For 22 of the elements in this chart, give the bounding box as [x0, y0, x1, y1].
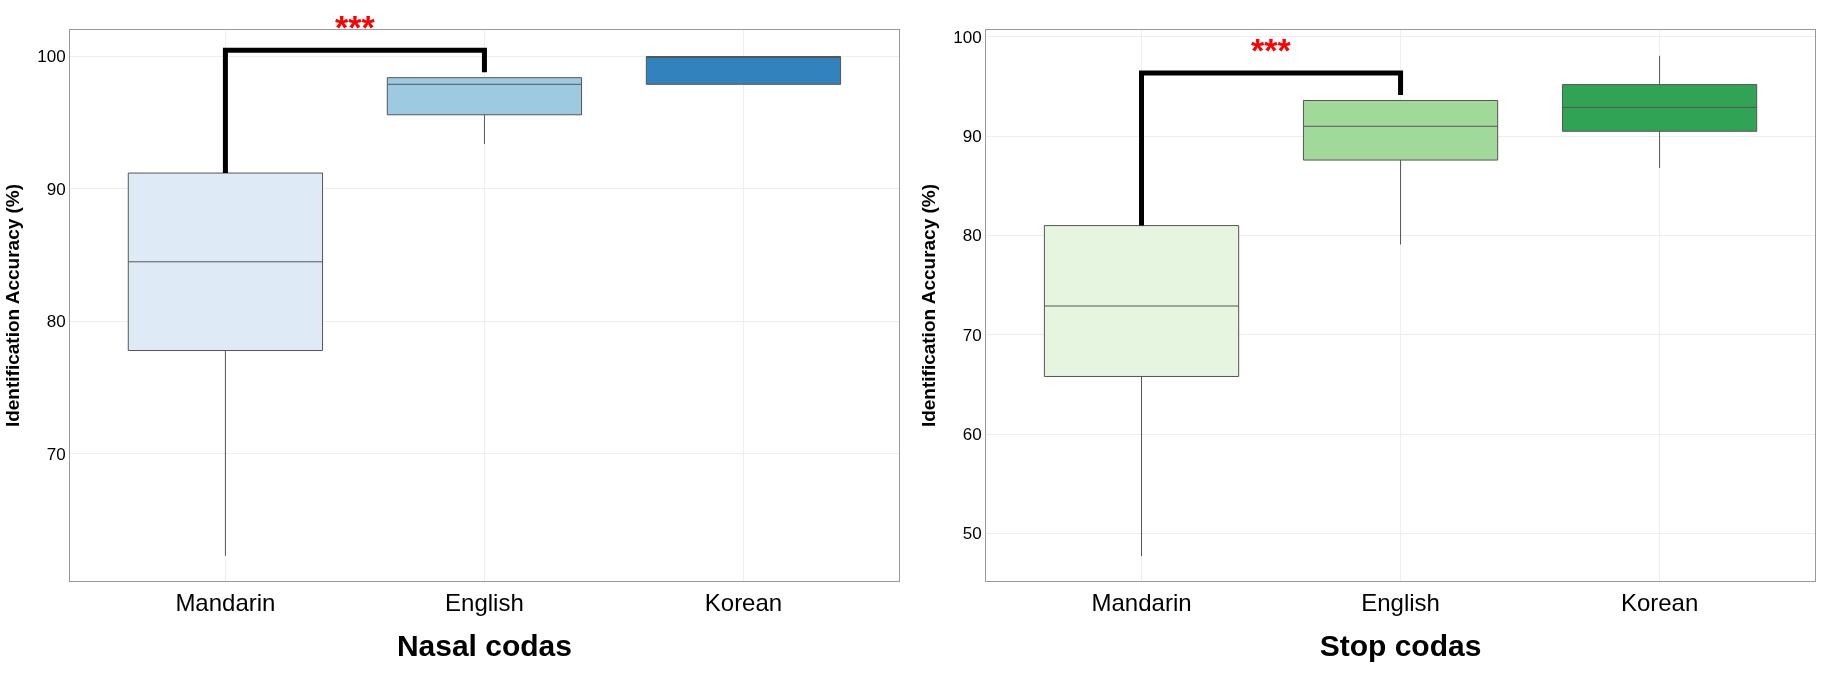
y-axis-title: Identification Accuracy (%): [2, 183, 24, 428]
annotation: ***: [1251, 31, 1292, 69]
y-tick-label: 100: [37, 47, 66, 67]
x-tick-label: Korean: [704, 588, 783, 616]
x-axis-title: Stop codas: [1319, 629, 1482, 663]
x-axis-title: Nasal codas: [396, 629, 572, 663]
x-tick-label: English: [445, 588, 524, 616]
y-tick-label: 50: [962, 524, 982, 544]
y-tick-label: 90: [46, 179, 66, 199]
y-tick-label: 100: [953, 27, 982, 47]
y-axis-title: Identification Accuracy (%): [918, 183, 940, 428]
y-tick-label: 90: [962, 127, 982, 147]
y-tick-label: 80: [962, 226, 982, 246]
x-tick-label: Mandarin: [1091, 588, 1192, 616]
x-tick-label: Korean: [1620, 588, 1699, 616]
y-tick-label: 70: [46, 444, 66, 464]
y-tick-label: 60: [962, 425, 982, 445]
x-tick-label: English: [1361, 588, 1440, 616]
y-tick-label: 80: [46, 312, 66, 332]
x-tick-label: Mandarin: [175, 588, 276, 616]
annotation: ***: [335, 8, 376, 46]
y-tick-label: 70: [962, 325, 982, 345]
